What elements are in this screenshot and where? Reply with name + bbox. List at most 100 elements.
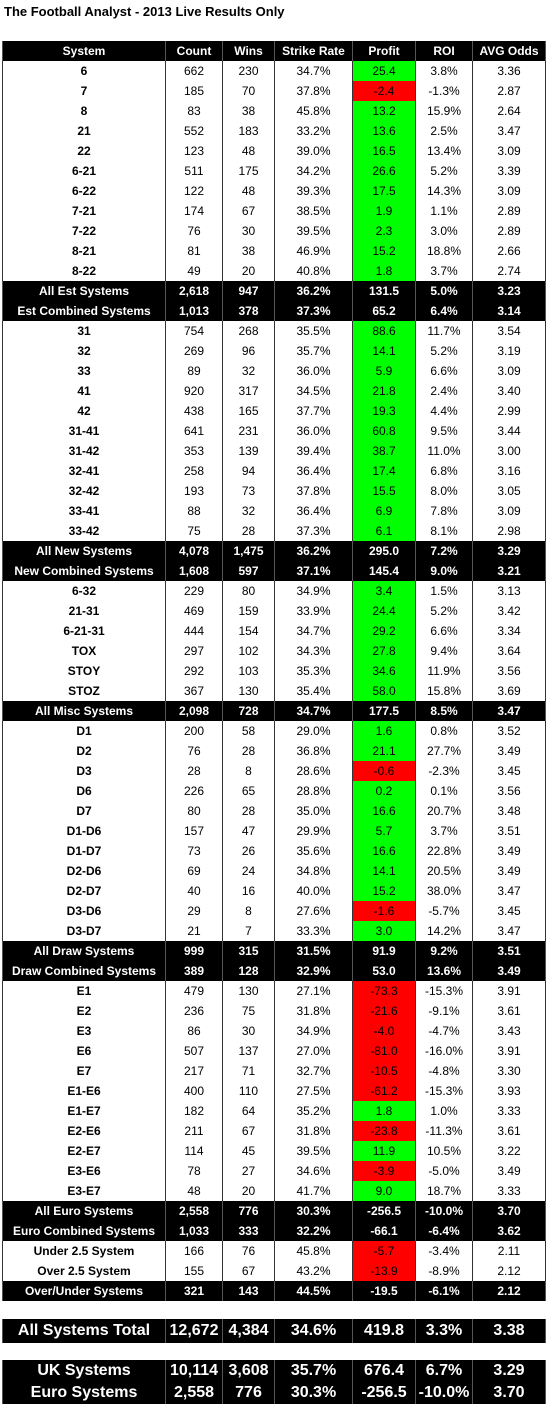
- table-row: 21-31 469 159 33.9% 24.4 5.2% 3.42: [2, 601, 546, 621]
- cell: 21.1: [352, 741, 416, 761]
- cell: 13.6: [352, 121, 416, 141]
- row-label: All Euro Systems: [2, 1201, 166, 1221]
- cell: 34.9%: [274, 1021, 353, 1041]
- cell: 9.5%: [415, 421, 473, 441]
- cell: 3.51: [472, 821, 546, 841]
- cell: 3.0%: [415, 221, 473, 241]
- cell: -16.0%: [415, 1041, 473, 1061]
- table-row: 31 754 268 35.5% 88.6 11.7% 3.54: [2, 321, 546, 341]
- cell: 75: [222, 1001, 275, 1021]
- cell: 3.47: [472, 921, 546, 941]
- row-label: E2-E6: [2, 1121, 166, 1141]
- cell: 3.33: [472, 1181, 546, 1201]
- cell: 3,608: [222, 1360, 275, 1382]
- cell: 231: [222, 421, 275, 441]
- cell: 185: [165, 81, 223, 101]
- cell: 36.0%: [274, 361, 353, 381]
- row-label: Over 2.5 System: [2, 1261, 166, 1281]
- cell: 3.05: [472, 481, 546, 501]
- row-label: 32-42: [2, 481, 166, 501]
- table-row: E3 86 30 34.9% -4.0 -4.7% 3.43: [2, 1021, 546, 1041]
- cell: 315: [222, 941, 275, 961]
- cell: 37.7%: [274, 401, 353, 421]
- cell: 268: [222, 321, 275, 341]
- cell: 1.5%: [415, 581, 473, 601]
- row-label: D2: [2, 741, 166, 761]
- row-label: E1-E7: [2, 1101, 166, 1121]
- cell: 28: [165, 761, 223, 781]
- cell: -73.3: [352, 981, 416, 1001]
- cell: 27: [222, 1161, 275, 1181]
- cell: 317: [222, 381, 275, 401]
- cell: -2.3%: [415, 761, 473, 781]
- table-row: D1-D6 157 47 29.9% 5.7 3.7% 3.51: [2, 821, 546, 841]
- table-row: 22 123 48 39.0% 16.5 13.4% 3.09: [2, 141, 546, 161]
- cell: 8: [222, 901, 275, 921]
- cell: -6.1%: [415, 1281, 473, 1301]
- cell: 47: [222, 821, 275, 841]
- cell: 122: [165, 181, 223, 201]
- table-row: All Draw Systems 999 315 31.5% 91.9 9.2% 3.51: [2, 941, 546, 961]
- cell: 28: [222, 521, 275, 541]
- cell: 36.0%: [274, 421, 353, 441]
- cell: 21: [165, 921, 223, 941]
- cell: 38: [222, 101, 275, 121]
- cell: 3.49: [472, 741, 546, 761]
- cell: 1.6: [352, 721, 416, 741]
- cell: 36.8%: [274, 741, 353, 761]
- cell: 3.91: [472, 981, 546, 1001]
- cell: 36.2%: [274, 281, 353, 301]
- row-label: E2: [2, 1001, 166, 1021]
- cell: 34.7%: [274, 621, 353, 641]
- cell: 321: [165, 1281, 223, 1301]
- cell: 16.6: [352, 841, 416, 861]
- table-row: 8-22 49 20 40.8% 1.8 3.7% 2.74: [2, 261, 546, 281]
- cell: 3.0: [352, 921, 416, 941]
- table-row: D3 28 8 28.6% -0.6 -2.3% 3.45: [2, 761, 546, 781]
- cell: 8: [222, 761, 275, 781]
- cell: 16.6: [352, 801, 416, 821]
- cell: 3.16: [472, 461, 546, 481]
- cell: 11.0%: [415, 441, 473, 461]
- cell: 6.1: [352, 521, 416, 541]
- cell: 20.7%: [415, 801, 473, 821]
- cell: 22.8%: [415, 841, 473, 861]
- cell: 34.7%: [274, 701, 353, 721]
- regions-table: UK Systems 10,114 3,608 35.7% 676.4 6.7% 3.29 E…: [2, 1360, 546, 1404]
- row-label: E3-E7: [2, 1181, 166, 1201]
- row-label: 21: [2, 121, 166, 141]
- row-label: All Misc Systems: [2, 701, 166, 721]
- table-row: D7 80 28 35.0% 16.6 20.7% 3.48: [2, 801, 546, 821]
- cell: 58.0: [352, 681, 416, 701]
- cell: 53.0: [352, 961, 416, 981]
- table-row: System Count Wins Strike Rate Profit ROI AVG O…: [2, 41, 546, 61]
- cell: 48: [222, 181, 275, 201]
- table-row: 32 269 96 35.7% 14.1 5.2% 3.19: [2, 341, 546, 361]
- cell: 3.56: [472, 781, 546, 801]
- cell: -11.3%: [415, 1121, 473, 1141]
- cell: 70: [222, 81, 275, 101]
- cell: 2.12: [472, 1261, 546, 1281]
- cell: 1,608: [165, 561, 223, 581]
- table-row: 7 185 70 37.8% -2.4 -1.3% 2.87: [2, 81, 546, 101]
- cell: 27.5%: [274, 1081, 353, 1101]
- cell: 3.23: [472, 281, 546, 301]
- cell: 18.8%: [415, 241, 473, 261]
- cell: 17.5: [352, 181, 416, 201]
- cell: -6.4%: [415, 1221, 473, 1241]
- cell: 102: [222, 641, 275, 661]
- cell: 67: [222, 1261, 275, 1281]
- cell: 48: [165, 1181, 223, 1201]
- cell: 60.8: [352, 421, 416, 441]
- table-row: Over/Under Systems 321 143 44.5% -19.5 -6.1% 2…: [2, 1281, 546, 1301]
- cell: 35.0%: [274, 801, 353, 821]
- cell: 157: [165, 821, 223, 841]
- cell: -66.1: [352, 1221, 416, 1241]
- cell: 32.9%: [274, 961, 353, 981]
- cell: 36.4%: [274, 501, 353, 521]
- cell: 7: [222, 921, 275, 941]
- cell: 73: [165, 841, 223, 861]
- cell: 39.5%: [274, 1141, 353, 1161]
- cell: 3.09: [472, 361, 546, 381]
- cell: 15.5: [352, 481, 416, 501]
